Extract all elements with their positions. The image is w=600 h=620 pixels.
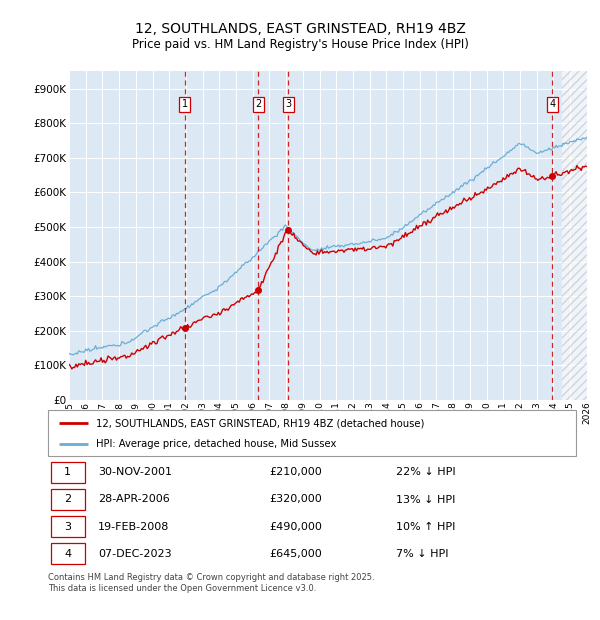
FancyBboxPatch shape: [50, 516, 85, 537]
Text: 2: 2: [255, 99, 262, 109]
FancyBboxPatch shape: [50, 489, 85, 510]
Text: 13% ↓ HPI: 13% ↓ HPI: [397, 495, 456, 505]
FancyBboxPatch shape: [50, 462, 85, 482]
Text: 4: 4: [64, 549, 71, 559]
Text: £490,000: £490,000: [270, 521, 323, 531]
Text: £320,000: £320,000: [270, 495, 323, 505]
Text: 3: 3: [286, 99, 292, 109]
Text: 30-NOV-2001: 30-NOV-2001: [98, 467, 172, 477]
Text: 7% ↓ HPI: 7% ↓ HPI: [397, 549, 449, 559]
Text: 10% ↑ HPI: 10% ↑ HPI: [397, 521, 456, 531]
Text: 1: 1: [181, 99, 188, 109]
Text: Contains HM Land Registry data © Crown copyright and database right 2025.
This d: Contains HM Land Registry data © Crown c…: [48, 574, 374, 593]
Text: 2: 2: [64, 495, 71, 505]
Text: 12, SOUTHLANDS, EAST GRINSTEAD, RH19 4BZ (detached house): 12, SOUTHLANDS, EAST GRINSTEAD, RH19 4BZ…: [95, 418, 424, 428]
Text: 28-APR-2006: 28-APR-2006: [98, 495, 170, 505]
Text: 3: 3: [64, 521, 71, 531]
Text: 4: 4: [549, 99, 556, 109]
Bar: [562, 71, 587, 400]
Text: 1: 1: [64, 467, 71, 477]
Text: 19-FEB-2008: 19-FEB-2008: [98, 521, 170, 531]
Text: 07-DEC-2023: 07-DEC-2023: [98, 549, 172, 559]
Text: £210,000: £210,000: [270, 467, 323, 477]
Text: HPI: Average price, detached house, Mid Sussex: HPI: Average price, detached house, Mid …: [95, 440, 336, 450]
Text: £645,000: £645,000: [270, 549, 323, 559]
Text: Price paid vs. HM Land Registry's House Price Index (HPI): Price paid vs. HM Land Registry's House …: [131, 38, 469, 51]
Text: 22% ↓ HPI: 22% ↓ HPI: [397, 467, 456, 477]
Text: 12, SOUTHLANDS, EAST GRINSTEAD, RH19 4BZ: 12, SOUTHLANDS, EAST GRINSTEAD, RH19 4BZ: [134, 22, 466, 36]
FancyBboxPatch shape: [50, 543, 85, 564]
